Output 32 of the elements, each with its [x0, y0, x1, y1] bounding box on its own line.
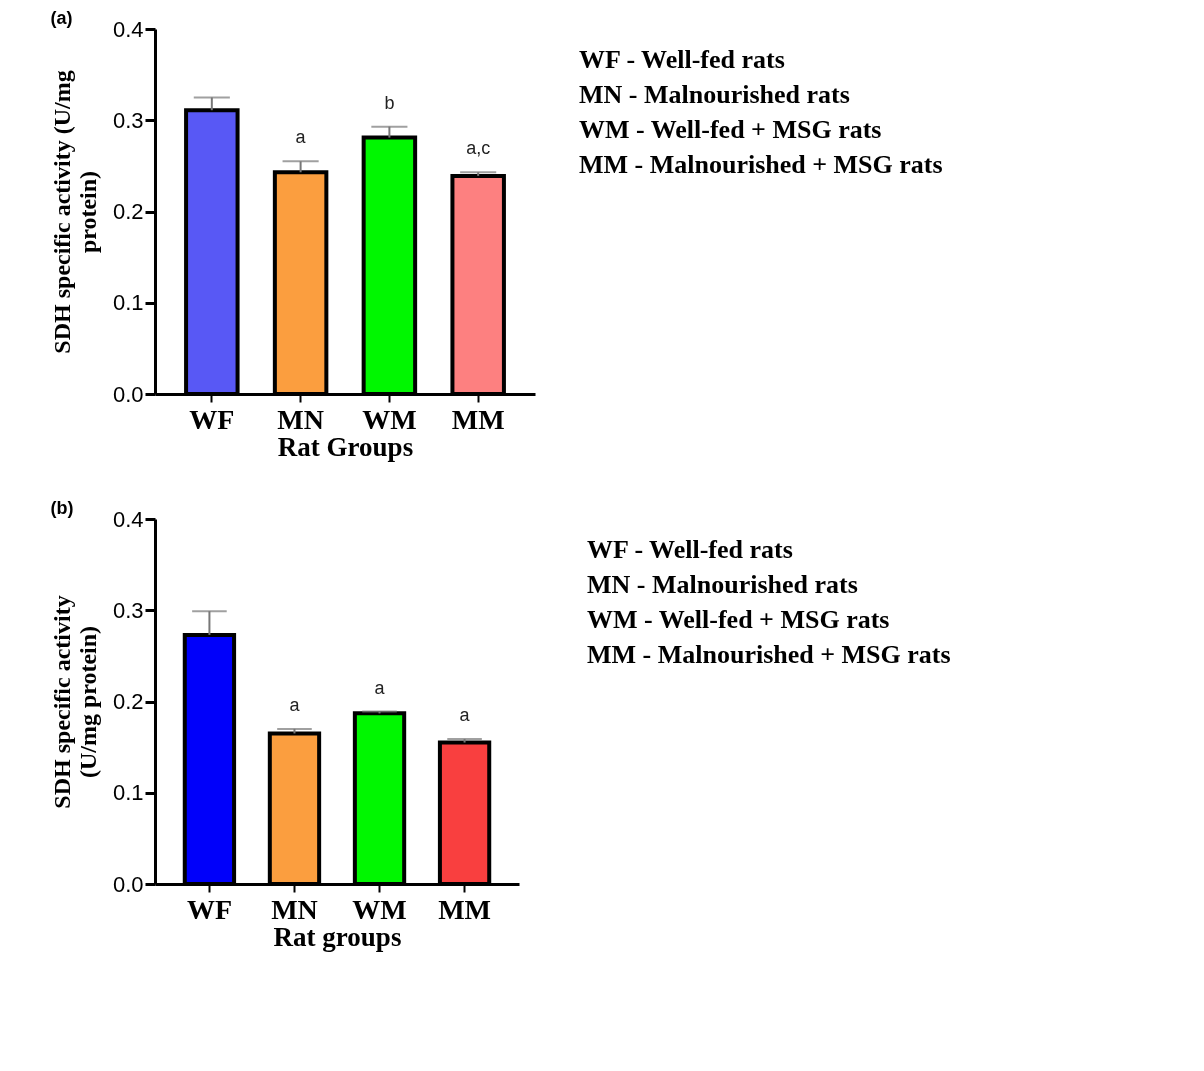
y-tick-label: 0.3 — [112, 107, 144, 133]
data-label: a — [459, 704, 471, 725]
data-label: a — [374, 677, 386, 698]
text: WF - Well-fed rats — [579, 44, 785, 74]
data-label: a — [289, 694, 301, 715]
y-tick-label: 0.1 — [112, 290, 144, 316]
text: MM - Malnourished + MSG rats — [587, 639, 951, 669]
x-tick-label: WF — [189, 403, 235, 435]
y-tick-label: 0.2 — [112, 199, 144, 224]
chart-title: (b) — [50, 498, 74, 518]
text: WF - Well-fed rats — [587, 534, 793, 564]
x-tick-label: MM — [451, 403, 505, 435]
text: MM - Malnourished + MSG rats — [579, 149, 943, 179]
y-tick-label: 0.0 — [112, 381, 144, 407]
x-tick-label: WF — [186, 893, 232, 925]
y-tick-label: 0.3 — [112, 597, 144, 623]
y-tick-label: 0.4 — [112, 506, 144, 532]
y-tick-label: 0.4 — [112, 16, 144, 42]
x-tick-label: MM — [438, 893, 491, 925]
chart-title: (a) — [50, 8, 73, 28]
data-label: b — [384, 92, 395, 113]
y-tick-label: 0.1 — [112, 780, 144, 806]
text: WM - Well-fed + MSG rats — [579, 114, 882, 144]
y-tick-label: 0.2 — [112, 689, 144, 714]
y-tick-label: 0.0 — [112, 871, 144, 897]
text: MN - Malnourished rats — [587, 569, 858, 599]
text: WM - Well-fed + MSG rats — [587, 604, 890, 634]
text: MN - Malnourished rats — [579, 79, 850, 109]
y-axis-title: SDH specific activity (U/mg protein) — [48, 70, 101, 354]
data-label: a,c — [466, 138, 491, 159]
y-axis-title: SDH specific activity (U/mg protein) — [48, 595, 101, 809]
data-label: a — [295, 127, 307, 148]
